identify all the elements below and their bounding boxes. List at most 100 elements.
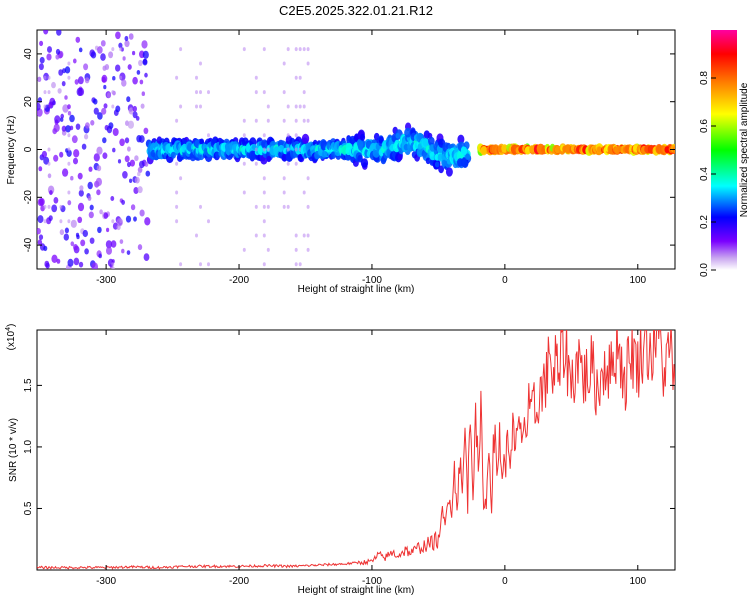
spectrogram-cell bbox=[110, 240, 117, 248]
spectrogram-cell bbox=[175, 75, 179, 80]
spectrogram-cell bbox=[95, 177, 102, 187]
spectrogram-cell bbox=[47, 147, 51, 152]
spectrogram-cell bbox=[195, 233, 198, 238]
snr-multiplier-label: (x104) bbox=[5, 324, 17, 351]
spectrogram-cell bbox=[425, 157, 431, 165]
spectrogram-cell bbox=[39, 198, 45, 206]
spectrogram-cell bbox=[89, 204, 94, 211]
spectrogram-cell bbox=[121, 79, 127, 87]
spectrogram-cell bbox=[112, 147, 116, 153]
spectrogram-cell bbox=[70, 175, 74, 181]
spectrogram-cell bbox=[124, 137, 130, 144]
spectrogram-cell bbox=[69, 114, 75, 123]
spectrogram-cell bbox=[139, 209, 145, 217]
spectrogram-cell bbox=[262, 133, 266, 138]
spectrogram-cell bbox=[306, 233, 310, 238]
y-tick-label: -40 bbox=[23, 237, 34, 252]
spectrogram-cell bbox=[66, 149, 72, 157]
spectrogram-cell bbox=[124, 155, 130, 163]
spectrogram-cell bbox=[302, 104, 306, 109]
spectrogram-cell bbox=[43, 104, 47, 109]
spectrogram-cell bbox=[119, 47, 123, 52]
spectrogram-cell bbox=[60, 113, 64, 119]
spectrogram-cell bbox=[242, 247, 246, 252]
spectrogram-cell bbox=[111, 266, 115, 269]
spectrogram-cell bbox=[38, 166, 43, 172]
spectrogram-cell bbox=[136, 70, 141, 75]
spectrogram-cell bbox=[262, 262, 266, 267]
spectrogram-cell bbox=[53, 197, 59, 204]
spectrogram-cell bbox=[112, 128, 119, 136]
snr-y-ticks: 0.5 1.0 1.5 bbox=[23, 378, 675, 515]
spectrogram-cell bbox=[137, 171, 141, 177]
spectrogram-cell bbox=[43, 90, 47, 95]
spectrogram-cell bbox=[282, 176, 286, 181]
spectrogram-cell bbox=[128, 33, 134, 40]
spectrogram-cell bbox=[298, 262, 302, 267]
spectrogram-cell bbox=[84, 77, 90, 84]
spectrogram-cell bbox=[124, 35, 129, 42]
spectrogram-cell bbox=[286, 147, 290, 152]
spectrogram-cell bbox=[144, 72, 148, 78]
spectrogram-cell bbox=[195, 104, 198, 109]
spectrogram-cell bbox=[111, 262, 115, 267]
spectrogram-cell bbox=[133, 187, 139, 194]
spectrogram-cell bbox=[62, 104, 69, 113]
spectrogram-cell bbox=[242, 47, 246, 52]
spectrogram-cell bbox=[104, 64, 110, 70]
spectrogram-cell bbox=[286, 204, 290, 209]
spectrogram-cell bbox=[67, 258, 74, 267]
spectrogram-cell bbox=[142, 50, 149, 59]
spectrogram-cell bbox=[75, 232, 80, 238]
spectrogram-cell bbox=[677, 147, 682, 153]
spectrogram-cell bbox=[179, 104, 183, 109]
y-tick-label: 20 bbox=[23, 96, 34, 108]
spectrogram-cell bbox=[98, 253, 102, 259]
spectrogram-cell bbox=[127, 120, 134, 129]
spectrogram-cell bbox=[55, 54, 60, 60]
spectrogram-cell bbox=[47, 204, 51, 209]
spectrogram-cell bbox=[37, 215, 44, 224]
spectrogram-cell bbox=[100, 53, 106, 61]
spectrogram-cell bbox=[286, 161, 290, 166]
spectrogram-cell bbox=[282, 61, 286, 66]
spectrogram-cell bbox=[93, 153, 100, 162]
spectrogram-cell bbox=[64, 227, 69, 234]
spectrogram-cell bbox=[282, 90, 286, 95]
snr-panel: -300 -200 -100 0 100 0.5 1.0 1.5 Height of str… bbox=[5, 324, 676, 596]
spectrogram-cell bbox=[69, 125, 74, 131]
spectrogram-cell bbox=[61, 125, 67, 132]
spectrogram-cell bbox=[81, 143, 87, 150]
spectrogram-cell bbox=[126, 96, 131, 103]
spectrogram-cell bbox=[79, 185, 84, 192]
spectrogram-cell bbox=[53, 123, 60, 133]
spectrogram-cell bbox=[179, 262, 183, 267]
spectrogram-cell bbox=[43, 204, 47, 209]
spectrogram-cell bbox=[102, 152, 108, 159]
spectrogram-cell bbox=[99, 209, 103, 215]
spectrogram-cell bbox=[134, 155, 139, 162]
spectrogram-cell bbox=[80, 239, 86, 247]
spectrogram-cell bbox=[84, 248, 89, 255]
spectrogram-cell bbox=[124, 40, 130, 48]
spectrogram-cell bbox=[90, 120, 95, 126]
spectrogram-cell bbox=[597, 146, 602, 153]
spectrogram-cell bbox=[130, 204, 136, 211]
spectrogram-cell bbox=[144, 161, 149, 167]
spectrogram-cell bbox=[63, 233, 69, 241]
spectrogram-cell bbox=[132, 105, 137, 112]
spectrogram-cell bbox=[302, 190, 306, 195]
spectrogram-cell bbox=[103, 84, 107, 90]
spectrogram-cell bbox=[140, 103, 145, 109]
spectrogram-cell bbox=[286, 104, 290, 109]
colorbar-gradient bbox=[711, 30, 737, 270]
spectrogram-cell bbox=[126, 250, 131, 256]
spectrogram-cell bbox=[460, 146, 468, 156]
snr-x-axis-label: Height of straight line (km) bbox=[298, 585, 415, 596]
spectrogram-cell bbox=[134, 176, 140, 184]
spectrogram-cell bbox=[438, 165, 444, 174]
spectrogram-cell bbox=[262, 90, 266, 95]
spectrogram-cell bbox=[96, 189, 101, 196]
spectrogram-cell bbox=[254, 90, 258, 95]
